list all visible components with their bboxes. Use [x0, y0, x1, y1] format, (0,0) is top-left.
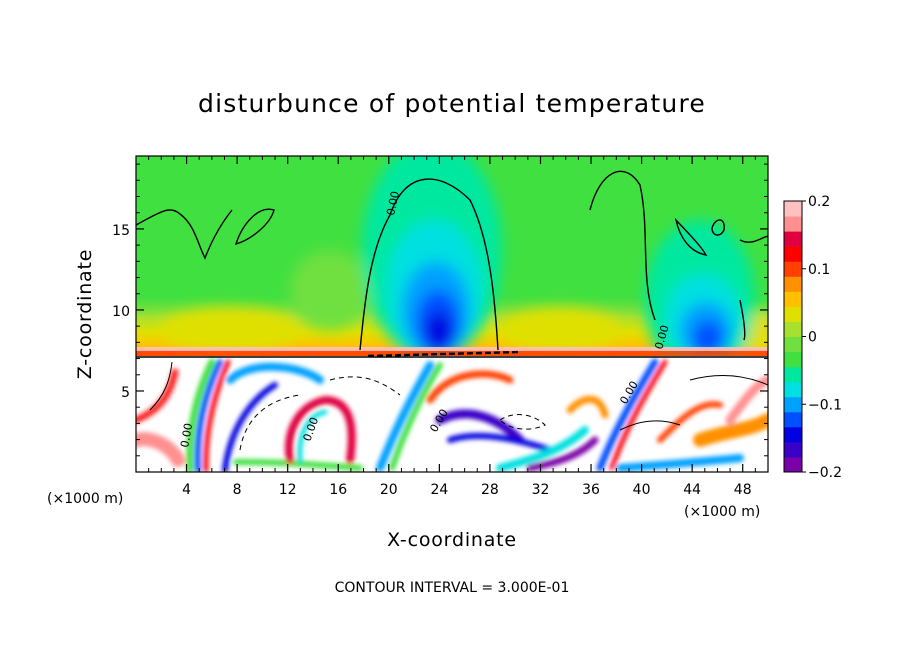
- chart-title: disturbunce of potential temperature: [198, 89, 706, 118]
- colorbar-label: 0: [808, 330, 817, 346]
- x-tick-label: 16: [329, 482, 347, 498]
- lower-field: [136, 356, 768, 472]
- x-tick-label: 4: [182, 482, 191, 498]
- colorbar-swatch: [784, 306, 802, 322]
- tropopause-line: [136, 350, 768, 358]
- colorbar-swatch: [784, 411, 802, 428]
- colorbar-swatch: [784, 216, 802, 232]
- x-tick-label: 28: [481, 482, 499, 498]
- colorbar-swatch: [784, 456, 802, 473]
- colorbar-swatch: [784, 246, 802, 262]
- contour-labels: 0.00 0.00 0.00 0.00 0.00 0.00: [178, 190, 671, 449]
- x-axis-label: X-coordinate: [387, 529, 517, 551]
- colorbar-swatch: [784, 381, 802, 398]
- colorbar-swatch: [784, 426, 802, 443]
- colorbar: 0.2 0.1 0 −0.1 −0.2: [783, 194, 842, 481]
- colorbar-label: 0.1: [808, 262, 830, 278]
- x-unit-note: (×1000 m): [47, 491, 123, 507]
- x-tick-label: 40: [633, 482, 651, 498]
- colorbar-label: −0.2: [808, 465, 842, 481]
- colorbar-swatch: [784, 201, 802, 217]
- x-tick-label: 48: [734, 482, 752, 498]
- y-tick-label: 5: [121, 385, 130, 401]
- x-tick-label: 8: [233, 482, 242, 498]
- x-tick-label: 24: [430, 482, 448, 498]
- x-tick-label: 12: [279, 482, 297, 498]
- contour-label: 0.00: [384, 190, 402, 217]
- colorbar-swatch: [784, 366, 802, 383]
- colorbar-swatch: [784, 321, 802, 337]
- colorbar-swatch: [784, 276, 802, 292]
- colorbar-swatch: [784, 396, 802, 413]
- x-axis: 4 8 12 16 20 24 28 32 36 40 44 48: [148, 156, 756, 498]
- y-axis-label: Z-coordinate: [74, 249, 96, 379]
- plot-area: 0.00 0.00 0.00 0.00 0.00 0.00: [135, 155, 769, 473]
- colorbar-label: −0.1: [808, 397, 842, 413]
- x-unit-note-right: (×1000 m): [684, 504, 760, 520]
- contour-label: 0.00: [178, 422, 195, 448]
- x-tick-label: 36: [582, 482, 600, 498]
- colorbar-swatch: [784, 231, 802, 247]
- colorbar-swatch: [784, 336, 802, 353]
- contour-interval: CONTOUR INTERVAL = 3.000E-01: [335, 580, 570, 596]
- colorbar-swatch: [784, 261, 802, 277]
- contour-label: 0.00: [652, 324, 671, 351]
- x-tick-label: 32: [532, 482, 550, 498]
- y-tick-label: 10: [112, 304, 130, 320]
- colorbar-label: 0.2: [808, 194, 830, 210]
- y-tick-label: 15: [112, 223, 130, 239]
- colorbar-swatch: [784, 441, 802, 458]
- colorbar-swatch: [784, 291, 802, 307]
- x-tick-label: 44: [683, 482, 701, 498]
- y-axis: 5 10 15: [112, 163, 768, 457]
- colorbar-swatch: [784, 351, 802, 368]
- x-tick-label: 20: [380, 482, 398, 498]
- upper-field: [136, 156, 768, 356]
